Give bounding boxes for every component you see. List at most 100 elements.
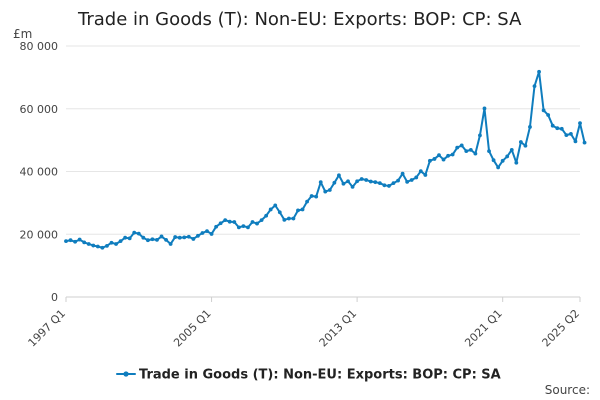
y-tick-label: 80 000	[20, 40, 59, 53]
data-point	[277, 210, 282, 215]
data-point	[437, 153, 441, 158]
data-point	[341, 181, 346, 186]
source-label: Source:	[545, 383, 590, 397]
data-point	[73, 239, 77, 244]
x-tick-label: 2025 Q2	[540, 307, 583, 350]
data-point	[186, 234, 191, 239]
data-point	[491, 158, 496, 163]
legend[interactable]: Trade in Goods (T): Non-EU: Exports: BOP…	[116, 368, 501, 383]
data-point	[332, 180, 337, 185]
data-point	[182, 235, 187, 240]
data-point	[564, 133, 569, 138]
data-point	[487, 149, 491, 154]
data-point	[100, 245, 105, 250]
data-point	[223, 218, 228, 223]
data-point	[127, 236, 132, 241]
data-point	[132, 230, 137, 235]
data-point	[136, 231, 141, 236]
chart-title: Trade in Goods (T): Non-EU: Exports: BOP…	[77, 9, 522, 30]
data-point	[145, 238, 150, 243]
data-point	[95, 244, 100, 249]
data-point	[528, 125, 532, 129]
data-point	[391, 181, 396, 186]
y-axis-unit-label: £m	[13, 27, 32, 41]
data-point	[114, 242, 118, 246]
data-point	[255, 221, 259, 226]
data-point	[523, 143, 528, 148]
data-point	[214, 224, 219, 229]
data-point	[350, 184, 355, 189]
data-point	[123, 235, 128, 240]
data-point	[309, 194, 314, 198]
legend-series-label: Trade in Goods (T): Non-EU: Exports: BOP…	[139, 368, 501, 383]
data-point	[377, 181, 382, 186]
data-point	[359, 177, 364, 181]
data-point	[546, 113, 551, 117]
data-point	[232, 220, 237, 224]
x-tick-label: 2013 Q1	[317, 307, 360, 350]
y-tick-label: 0	[51, 291, 58, 304]
data-point	[569, 131, 573, 136]
data-point	[450, 152, 455, 157]
data-point	[196, 233, 200, 238]
data-point	[537, 69, 541, 74]
data-point	[246, 225, 250, 230]
x-axis-tick-labels: 1997 Q1 2005 Q1 2013 Q1 2021 Q1 2025 Q2	[26, 307, 583, 350]
data-point	[164, 238, 168, 242]
data-point	[573, 139, 578, 144]
data-point	[464, 149, 469, 154]
data-point	[446, 153, 450, 158]
data-point	[337, 173, 341, 178]
data-point	[482, 106, 487, 111]
data-point	[264, 213, 269, 218]
data-point	[455, 145, 460, 150]
data-point	[405, 179, 410, 184]
data-point	[286, 216, 291, 221]
data-point	[459, 143, 464, 148]
data-point	[273, 203, 278, 208]
series-points-layer	[64, 69, 587, 250]
data-point	[518, 140, 523, 144]
data-point	[323, 189, 328, 194]
data-point	[441, 157, 446, 162]
data-point	[346, 179, 350, 184]
data-point	[241, 224, 246, 228]
data-point	[150, 237, 155, 242]
data-point	[368, 179, 373, 184]
x-tick-label: 2021 Q1	[462, 307, 505, 350]
data-point	[250, 220, 255, 224]
data-point	[191, 237, 196, 241]
data-point	[173, 235, 178, 239]
series-line	[65, 70, 586, 249]
axes	[65, 296, 581, 302]
data-point	[423, 173, 428, 177]
data-point	[209, 232, 214, 236]
data-point	[418, 169, 423, 174]
data-point	[496, 165, 501, 170]
data-point	[478, 133, 482, 138]
x-tick-label: 2005 Q1	[171, 307, 214, 350]
data-point	[291, 216, 296, 221]
y-tick-label: 60 000	[20, 103, 59, 116]
data-point	[355, 179, 360, 184]
y-axis-tick-labels: 0 20 000 40 000 60 000 80 000	[20, 40, 59, 304]
data-point	[550, 123, 555, 128]
data-point	[314, 194, 319, 199]
data-point	[218, 221, 223, 226]
data-point	[505, 154, 510, 159]
data-point	[168, 242, 173, 246]
data-point	[227, 219, 232, 224]
data-point	[141, 235, 146, 240]
data-point	[300, 207, 305, 212]
data-point	[86, 242, 91, 246]
data-point	[500, 158, 505, 163]
data-point	[318, 180, 323, 185]
data-point	[177, 235, 182, 240]
data-point	[155, 238, 159, 242]
data-point	[159, 234, 164, 239]
data-point	[109, 240, 114, 245]
data-point	[382, 183, 387, 188]
data-point	[236, 225, 241, 230]
data-point	[414, 175, 419, 180]
